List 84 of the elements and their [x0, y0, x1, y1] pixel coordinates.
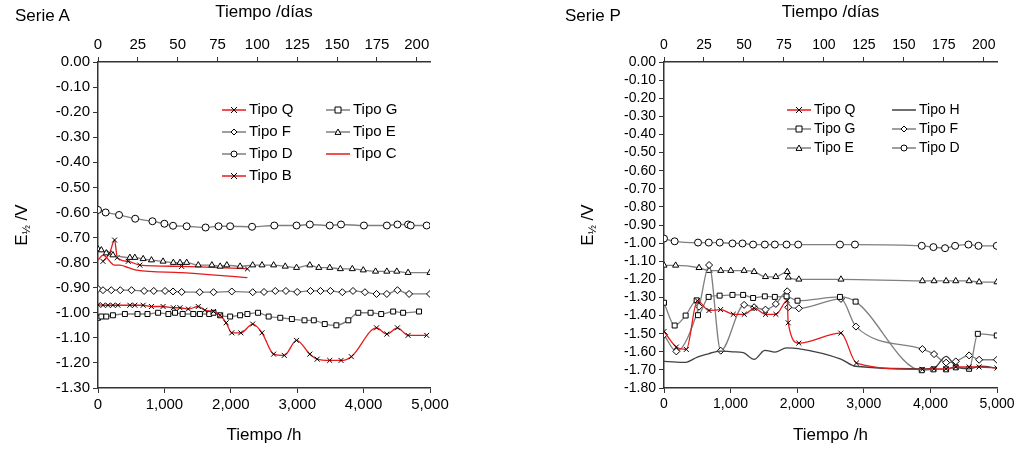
y-tick-label: -0.70 — [624, 179, 657, 196]
x-tick-label: 4,000 — [912, 395, 949, 412]
legend-label: Tipo F — [249, 122, 291, 140]
legend-label: Tipo H — [919, 100, 960, 117]
x2-tick-label: 100 — [244, 35, 270, 53]
x-tick-label: 5,000 — [979, 395, 1015, 412]
y-tick-label: -1.30 — [624, 288, 657, 305]
x2-tick-label: 75 — [209, 35, 226, 53]
x-tick-label: 1,000 — [145, 395, 184, 413]
y-tick-label: -0.30 — [55, 127, 90, 145]
y-tick-label: -0.40 — [55, 152, 90, 170]
x2-tick-label: 150 — [324, 35, 350, 53]
legend-label: Tipo E — [814, 138, 854, 155]
x2-axis-title: Tiempo /días — [215, 1, 313, 21]
y-tick-label: -0.40 — [624, 125, 657, 142]
y-tick-label: 0.00 — [60, 52, 90, 70]
x2-tick-label: 175 — [932, 36, 956, 53]
y-tick-label: -0.60 — [624, 161, 657, 178]
legend-label: Tipo G — [814, 119, 856, 136]
y-tick-label: -0.10 — [55, 77, 90, 95]
legend-label: Tipo D — [249, 144, 293, 162]
y-tick-label: -0.50 — [624, 143, 657, 160]
x-axis-title: Tiempo /h — [226, 425, 302, 445]
y-tick-label: 0.00 — [628, 52, 657, 69]
y-tick-label: -0.20 — [624, 89, 657, 106]
x2-tick-label: 0 — [93, 35, 103, 53]
x2-tick-label: 50 — [736, 36, 752, 53]
y-tick-label: -0.80 — [55, 252, 90, 270]
legend-label: Tipo G — [353, 100, 398, 118]
y-tick-label: -1.50 — [624, 324, 657, 341]
x2-tick-label: 75 — [776, 36, 792, 53]
y-tick-label: -1.30 — [55, 378, 90, 396]
x-tick-label: 2,000 — [779, 395, 815, 412]
legend-label: Tipo F — [919, 119, 959, 136]
legend-label: Tipo E — [353, 122, 396, 140]
y-axis-title: E½ /V — [11, 203, 33, 246]
x2-tick-label: 25 — [129, 35, 147, 53]
x2-tick-label: 125 — [284, 35, 310, 53]
x2-tick-label: 50 — [169, 35, 187, 53]
x2-tick-label: 25 — [696, 36, 712, 53]
x-tick-label: 5,000 — [411, 395, 449, 413]
y-axis-title: E½ /V — [577, 203, 599, 246]
legend-label: Tipo C — [353, 144, 397, 162]
x-tick-label: 0 — [93, 395, 103, 413]
x2-axis-title: Tiempo /días — [781, 1, 880, 21]
x-axis-title: Tiempo /h — [793, 425, 868, 445]
y-tick-label: -1.80 — [624, 378, 657, 395]
y-tick-label: -1.00 — [624, 233, 657, 250]
x-tick-label: 4,000 — [344, 395, 383, 413]
x2-tick-label: 150 — [892, 36, 916, 53]
y-tick-label: -1.70 — [624, 360, 657, 377]
x2-tick-label: 125 — [852, 36, 876, 53]
x-tick-label: 3,000 — [846, 395, 882, 412]
x-tick-label: 0 — [660, 395, 669, 412]
y-tick-label: -0.70 — [55, 227, 90, 245]
y-tick-label: -0.30 — [624, 107, 657, 124]
y-tick-label: -0.50 — [55, 177, 90, 195]
x-tick-label: 1,000 — [713, 395, 749, 412]
y-tick-label: -0.10 — [624, 70, 657, 87]
y-tick-label: -0.20 — [55, 102, 90, 120]
y-tick-label: -1.10 — [55, 327, 90, 345]
y-tick-label: -0.60 — [55, 202, 90, 220]
x2-tick-label: 175 — [364, 35, 390, 53]
y-tick-label: -0.90 — [624, 215, 657, 232]
legend-label: Tipo B — [249, 166, 292, 184]
y-tick-label: -1.20 — [624, 270, 657, 287]
chart-title: Serie A — [15, 5, 71, 25]
legend-label: Tipo Q — [249, 100, 294, 118]
chart-title: Serie P — [565, 5, 621, 25]
legend-label: Tipo D — [919, 138, 960, 155]
y-tick-label: -0.80 — [624, 197, 657, 214]
y-tick-label: -1.10 — [624, 252, 657, 269]
x2-tick-label: 200 — [404, 35, 430, 53]
legend-label: Tipo Q — [814, 100, 856, 117]
x-tick-label: 2,000 — [212, 395, 250, 413]
y-tick-label: -0.90 — [55, 277, 90, 295]
y-tick-label: -1.00 — [55, 302, 90, 320]
x2-tick-label: 100 — [812, 36, 836, 53]
y-tick-label: -1.40 — [624, 306, 657, 323]
y-tick-label: -1.20 — [55, 353, 90, 371]
x-tick-label: 3,000 — [278, 395, 316, 413]
x2-tick-label: 200 — [972, 36, 996, 53]
x2-tick-label: 0 — [660, 36, 669, 53]
y-tick-label: -1.60 — [624, 342, 657, 359]
